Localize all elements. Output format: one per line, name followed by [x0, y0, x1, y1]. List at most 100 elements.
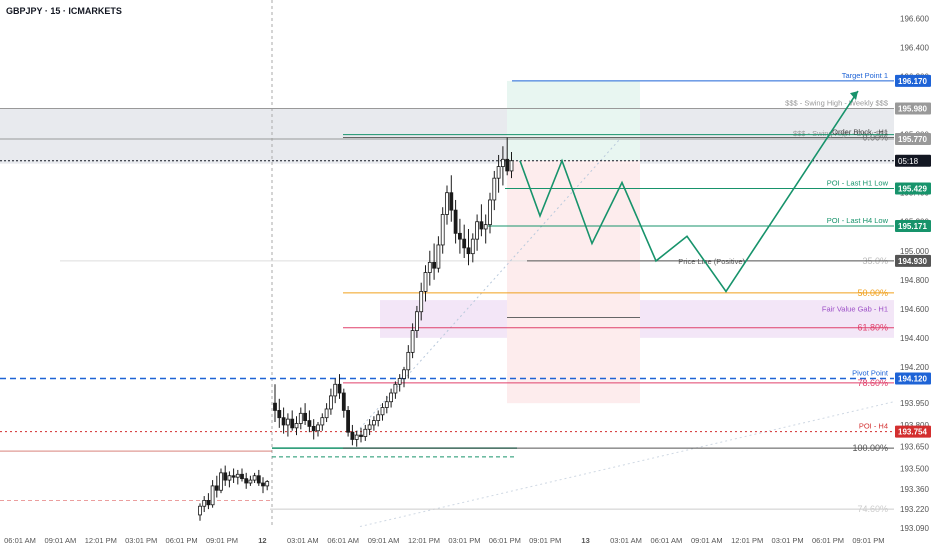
day2-candle-body-14 [333, 383, 338, 397]
day2-candle-body-53 [500, 158, 505, 167]
day2-candle-body-32 [410, 330, 415, 353]
day2-candle-body-8 [307, 420, 312, 427]
day1-candle-body-6 [223, 472, 228, 481]
day2-candle-body-21 [363, 428, 368, 437]
price-tick-0: 196.600 [900, 15, 929, 24]
position-layer [507, 80, 640, 404]
day1-candle-body-16 [265, 481, 270, 487]
time-tick-3: 03:01 PM [125, 536, 157, 545]
current-price-text: 05:18 [898, 157, 919, 166]
trend-dotted-low [359, 401, 895, 528]
price-tick-15: 193.650 [900, 443, 929, 452]
time-tick-10: 12:01 PM [408, 536, 440, 545]
price-tick-8: 195.000 [900, 247, 929, 256]
time-tick-0: 06:01 AM [4, 536, 36, 545]
day2-candle-body-37 [432, 261, 437, 269]
poi-last-h4-low-label: POI - Last H4 Low [827, 216, 889, 225]
day2-candle-body-6 [298, 412, 303, 424]
poi-last-h1-low-price-text: 195.429 [898, 184, 927, 193]
day2-candle-body-25 [380, 407, 385, 416]
candles-layer [198, 137, 514, 521]
weekly-swing-high-price-text: 195.980 [898, 105, 927, 114]
price-tick-12: 194.200 [900, 363, 929, 372]
price-tick-19: 193.090 [900, 524, 929, 533]
day2-candle-body-4 [290, 418, 295, 429]
price-axis-bg [894, 0, 932, 550]
pivot-point-price-text: 194.120 [898, 374, 927, 383]
day1-candle-body-11 [244, 478, 249, 484]
order-block-label: Order Block - H1 [832, 128, 888, 137]
time-tick-15: 03:01 AM [610, 536, 642, 545]
poi-h4-price-tag [895, 425, 931, 438]
day2-candle-body-38 [436, 244, 441, 269]
time-tick-11: 03:01 PM [448, 536, 480, 545]
day2-candle-body-40 [445, 192, 449, 215]
target-point-1-price-tag [895, 74, 931, 87]
day1-candle-body-9 [235, 473, 240, 478]
time-tick-21: 09:01 PM [852, 536, 884, 545]
time-tick-16: 06:01 AM [651, 536, 683, 545]
day2-candle-body-27 [389, 392, 394, 403]
price-axis[interactable]: 196.600196.400196.200196.000195.800195.6… [894, 0, 932, 550]
poi-last-h1-low-price-tag [895, 182, 931, 195]
day2-candle-body-39 [440, 214, 445, 246]
poi-last-h1-low-label: POI - Last H1 Low [827, 178, 889, 187]
time-tick-14: 13 [581, 536, 589, 545]
price-tick-17: 193.360 [900, 485, 929, 494]
day2-candle-body-7 [303, 412, 308, 421]
symbol-title: GBPJPY · 15 · ICMARKETS [6, 6, 122, 16]
price-line-positive-price-text: 194.930 [898, 257, 927, 266]
price-tick-1: 196.400 [900, 44, 929, 53]
time-axis[interactable]: 06:01 AM 09:01 AM 12:01 PM 03:01 PM 06:01 PM… [0, 528, 894, 550]
fib-label-0: 0.00% [862, 133, 888, 143]
day2-candle-body-20 [359, 434, 363, 437]
day1-candle-body-15 [261, 482, 265, 487]
day2-candle-body-31 [406, 351, 411, 371]
current-price-tag [895, 154, 931, 167]
fib-label-2: 50.00% [857, 288, 888, 298]
day2-candle-body-16 [341, 392, 346, 411]
price-line-positive-label: Price Line (Positive) [678, 257, 745, 266]
day1-candle-body-14 [256, 475, 261, 484]
day1-candle-body-10 [240, 473, 244, 480]
day2-candle-body-23 [371, 420, 376, 426]
day2-candle-body-5 [294, 423, 299, 429]
trend-dotted-mid [349, 138, 621, 440]
poi-h4-price-text: 193.754 [898, 428, 927, 437]
time-tick-18: 12:01 PM [731, 536, 763, 545]
day2-candle-body-15 [337, 383, 342, 394]
day2-candle-body-46 [470, 238, 475, 255]
day1-candle-body-4 [214, 485, 219, 491]
day2-candle-body-24 [376, 414, 381, 421]
target-point-1-price-text: 196.170 [898, 77, 927, 86]
day2-candle-body-49 [483, 224, 488, 230]
day2-candle-body-36 [427, 261, 432, 273]
fib-label-4: 78.60% [857, 378, 888, 388]
poi-last-h4-low-price-tag [895, 219, 931, 232]
swing-high-zone [0, 108, 894, 164]
day2-candle-body-2 [281, 417, 286, 426]
day2-candle-body-29 [397, 378, 402, 385]
price-tick-14: 193.800 [900, 421, 929, 430]
pivot-point-price-tag [895, 372, 931, 385]
time-tick-13: 09:01 PM [529, 536, 561, 545]
day2-candle-body-10 [316, 424, 320, 432]
time-tick-12: 06:01 PM [489, 536, 521, 545]
day2-candle-body-11 [320, 417, 325, 426]
time-tick-4: 06:01 PM [166, 536, 198, 545]
time-tick-8: 06:01 AM [327, 536, 359, 545]
price-tick-9: 194.800 [900, 276, 929, 285]
day2-candle-body-43 [457, 232, 462, 240]
day2-candle-body-30 [402, 369, 406, 379]
price-line-positive-price-tag [895, 254, 931, 267]
price-tick-11: 194.400 [900, 334, 929, 343]
daily-swing-high-price-tag [895, 132, 931, 145]
weekly-swing-high-price-tag [895, 102, 931, 115]
fib-label-6: 74.60% [857, 504, 888, 514]
fvg-label: Fair Value Gab - H1 [822, 305, 888, 314]
price-tick-10: 194.600 [900, 305, 929, 314]
day2-candle-body-28 [393, 383, 398, 394]
day1-candle-body-8 [231, 475, 236, 478]
day2-candle-body-51 [492, 177, 497, 201]
